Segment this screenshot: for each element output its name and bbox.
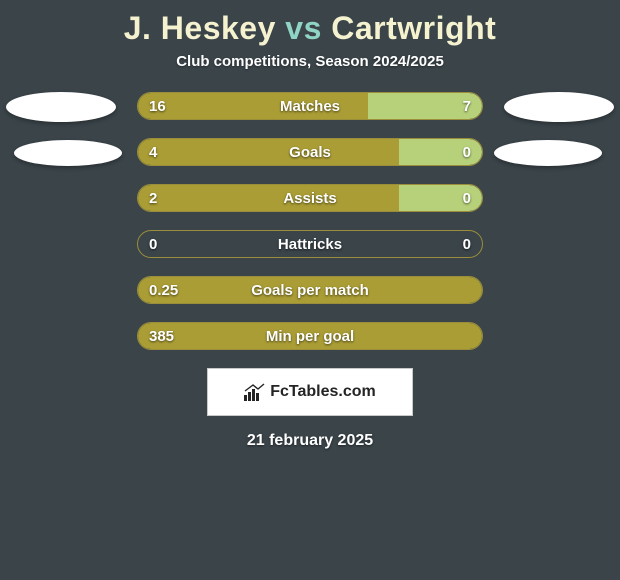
avatar-placeholder xyxy=(504,92,614,122)
stat-row: Goals40 xyxy=(137,138,483,166)
player2-name: Cartwright xyxy=(331,10,496,46)
source-logo: FcTables.com xyxy=(207,368,413,416)
chart-icon xyxy=(244,383,266,401)
bar-track xyxy=(137,276,483,304)
comparison-card: J. Heskey vs Cartwright Club competition… xyxy=(0,0,620,450)
footer-date: 21 february 2025 xyxy=(0,432,620,450)
card-subtitle: Club competitions, Season 2024/2025 xyxy=(0,53,620,70)
bar-left xyxy=(138,139,399,165)
bar-left xyxy=(138,93,368,119)
vs-text: vs xyxy=(285,10,322,46)
player1-name: J. Heskey xyxy=(124,10,276,46)
stat-row: Matches167 xyxy=(137,92,483,120)
stats-area: Matches167 Goals40 Assists20 Hattricks00 Goa… xyxy=(0,92,620,350)
bar-track xyxy=(137,184,483,212)
bar-left xyxy=(138,185,399,211)
bar-track xyxy=(137,322,483,350)
bar-left xyxy=(138,323,482,349)
bar-left xyxy=(138,277,482,303)
avatar-placeholder xyxy=(6,92,116,122)
card-title: J. Heskey vs Cartwright xyxy=(0,0,620,53)
stat-row: Hattricks00 xyxy=(137,230,483,258)
bar-track xyxy=(137,230,483,258)
bar-track xyxy=(137,138,483,166)
bar-right xyxy=(368,93,482,119)
stat-row: Min per goal385 xyxy=(137,322,483,350)
bar-right xyxy=(399,185,482,211)
bar-track xyxy=(137,92,483,120)
avatar-placeholder xyxy=(494,140,602,166)
stat-row: Assists20 xyxy=(137,184,483,212)
logo-text: FcTables.com xyxy=(270,383,376,401)
avatar-placeholder xyxy=(14,140,122,166)
stat-row: Goals per match0.25 xyxy=(137,276,483,304)
bar-right xyxy=(399,139,482,165)
